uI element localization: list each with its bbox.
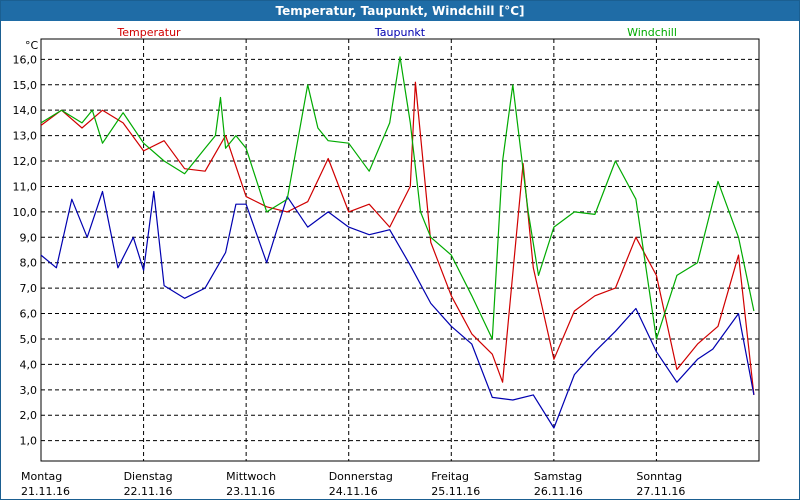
y-tick-label: 3,0 [20, 384, 38, 397]
legend-taupunkt: Taupunkt [374, 26, 426, 39]
x-tick-day: Mittwoch [226, 470, 276, 483]
x-tick-date: 24.11.16 [329, 485, 378, 498]
y-axis-label: °C [25, 39, 39, 52]
y-tick-label: 13,0 [13, 130, 38, 143]
x-tick-day: Freitag [431, 470, 469, 483]
legend-windchill: Windchill [627, 26, 677, 39]
x-tick-day: Sonntag [636, 470, 682, 483]
series-line-temperatur [40, 81, 755, 395]
x-tick-date: 26.11.16 [534, 485, 583, 498]
y-tick-label: 4,0 [20, 358, 38, 371]
y-tick-label: 2,0 [20, 409, 38, 422]
x-tick-date: 27.11.16 [636, 485, 685, 498]
y-tick-label: 11,0 [13, 180, 38, 193]
legend-temperatur: Temperatur [116, 26, 181, 39]
x-tick-day: Donnerstag [329, 470, 393, 483]
y-tick-label: 7,0 [20, 282, 38, 295]
y-tick-label: 6,0 [20, 308, 38, 321]
x-tick-day: Dienstag [124, 470, 173, 483]
y-tick-label: 8,0 [20, 257, 38, 270]
chart-title: Temperatur, Taupunkt, Windchill [°C] [1, 1, 799, 21]
x-tick-date: 22.11.16 [124, 485, 173, 498]
y-tick-label: 9,0 [20, 231, 38, 244]
x-tick-date: 25.11.16 [431, 485, 480, 498]
series-line-taupunkt [40, 190, 755, 429]
y-tick-label: 14,0 [13, 104, 38, 117]
x-tick-date: 23.11.16 [226, 485, 275, 498]
x-tick-day: Montag [21, 470, 62, 483]
y-tick-label: 1,0 [20, 435, 38, 448]
y-tick-label: 10,0 [13, 206, 38, 219]
x-tick-day: Samstag [534, 470, 582, 483]
x-tick-date: 21.11.16 [21, 485, 70, 498]
y-tick-label: 16,0 [13, 53, 38, 66]
y-tick-label: 15,0 [13, 79, 38, 92]
y-tick-label: 12,0 [13, 155, 38, 168]
series-line-windchill [40, 56, 755, 340]
y-tick-label: 5,0 [20, 333, 38, 346]
plot-frame [40, 38, 760, 462]
